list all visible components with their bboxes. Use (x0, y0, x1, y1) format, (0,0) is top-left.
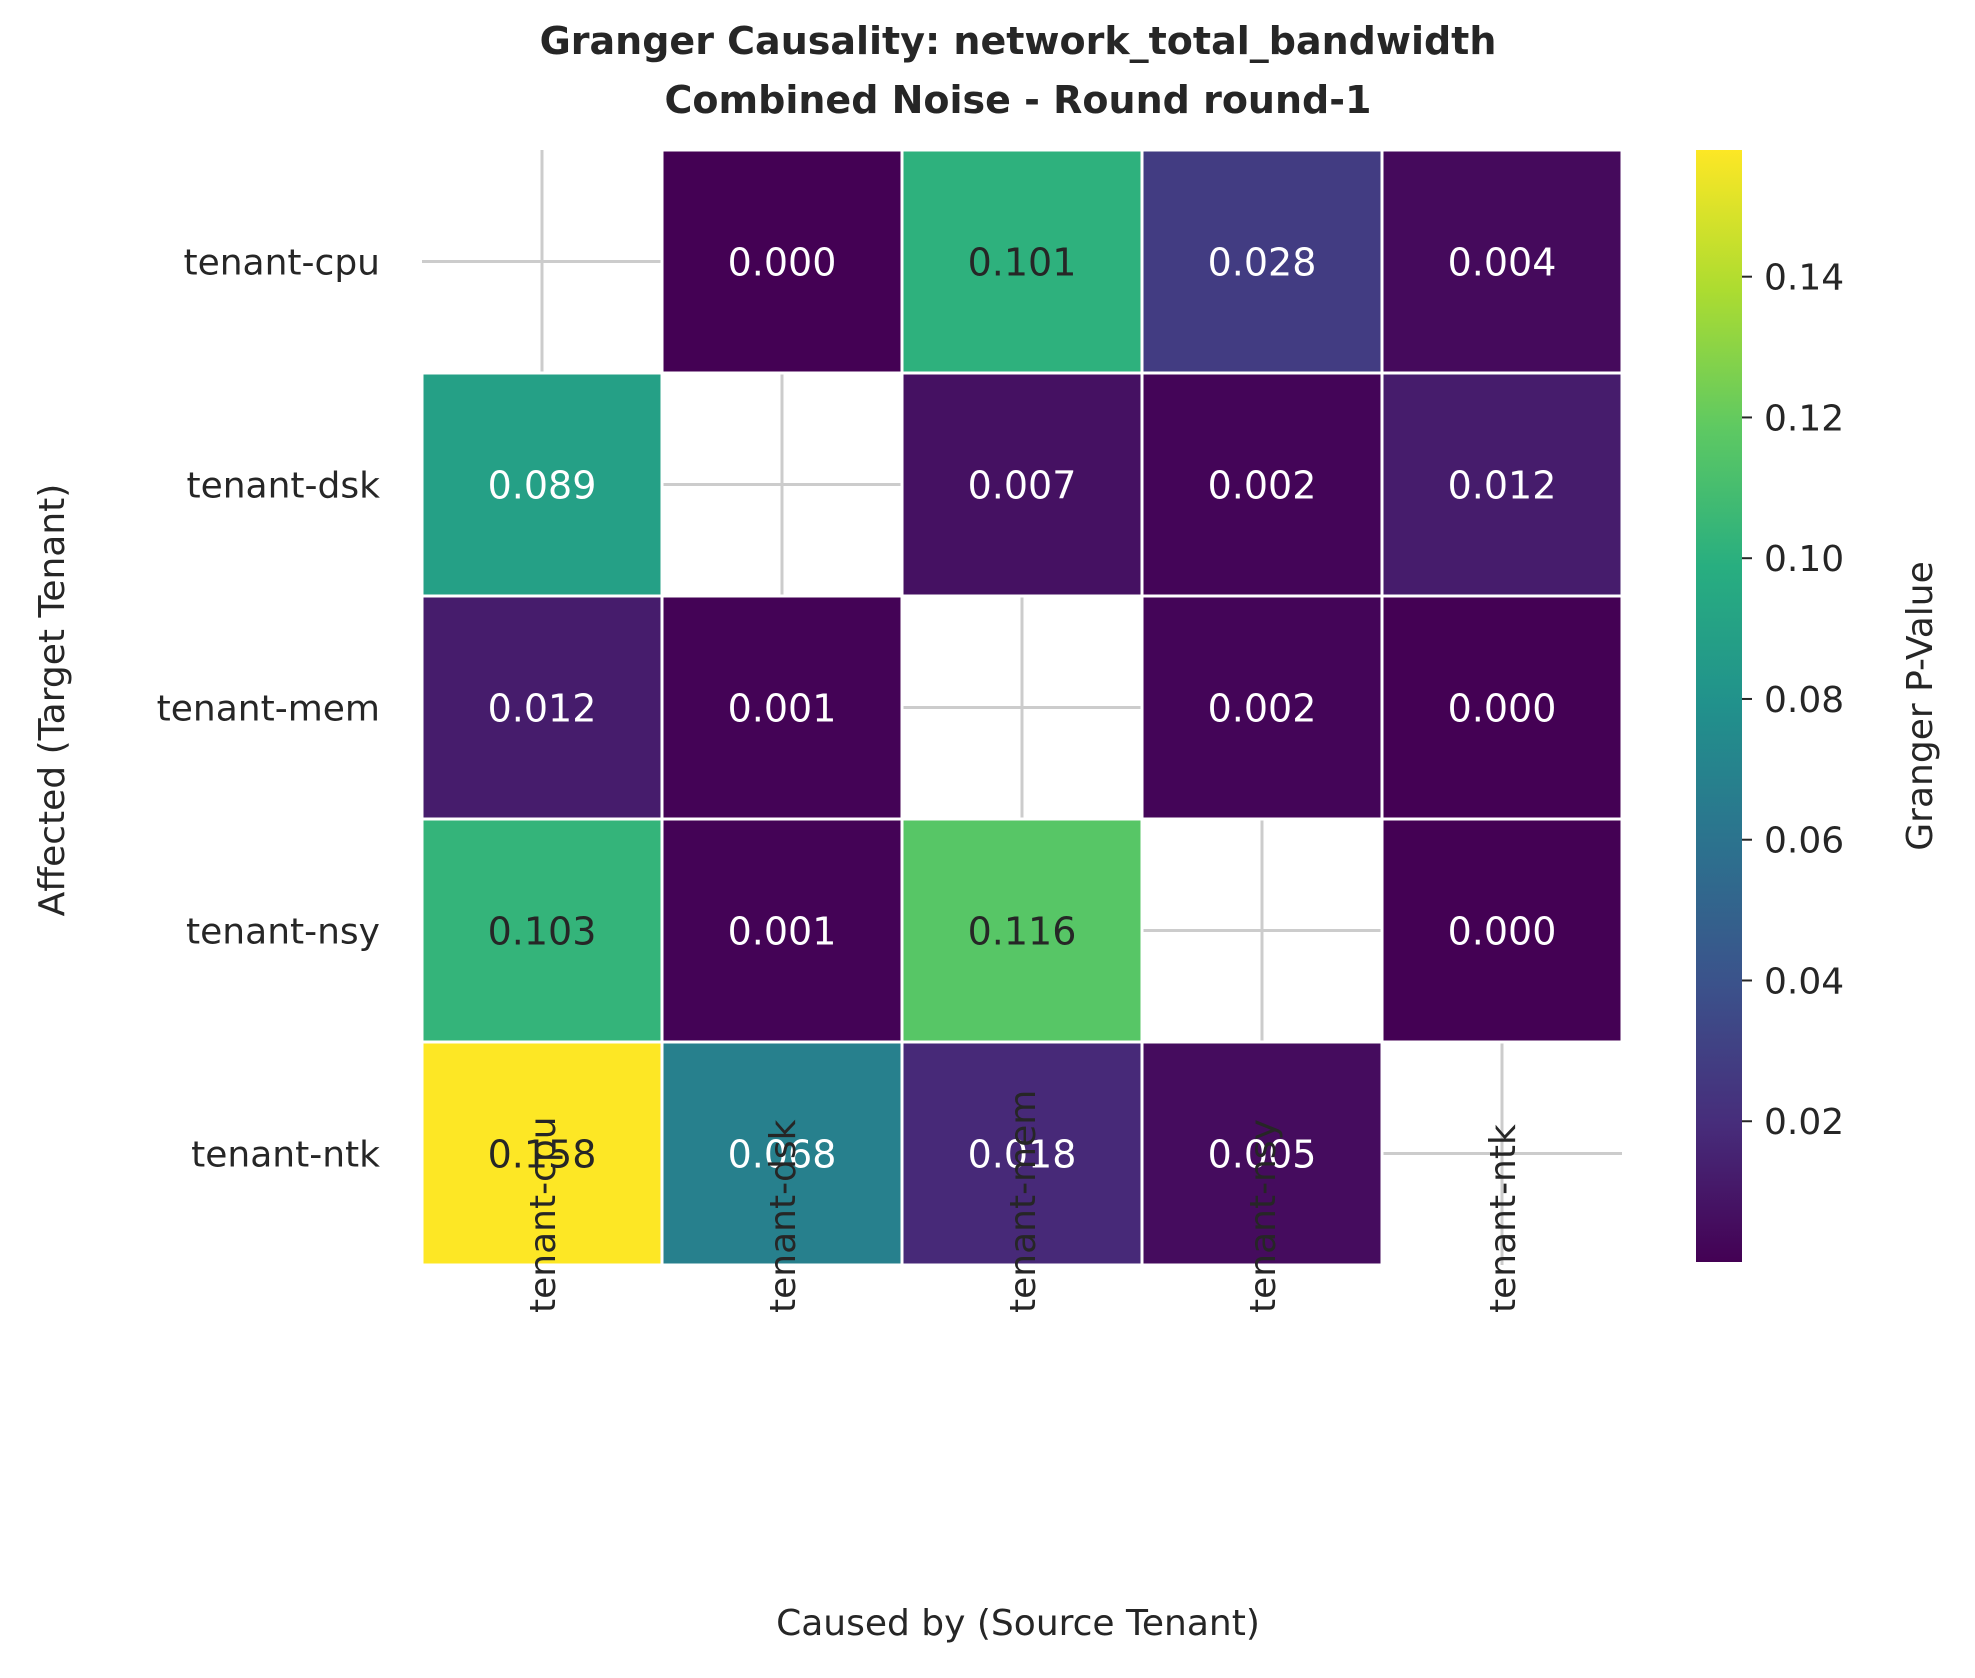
colorbar-tick-label: 0.02 (1764, 1102, 1844, 1143)
y-tick-label: tenant-cpu (183, 243, 380, 284)
heatmap-cell (660, 1040, 904, 1267)
heatmap-cell (1140, 594, 1384, 821)
cell-value-label: 0.001 (728, 687, 837, 731)
heatmap-cell (1380, 371, 1624, 598)
colorbar (1696, 150, 1742, 1262)
cell-value-label: 0.068 (728, 1133, 837, 1177)
y-tick-label: tenant-dsk (186, 466, 380, 507)
y-axis-label: Affected (Target Tenant) (32, 484, 73, 917)
colorbar-ticks: 0.02 0.04 0.06 0.08 0.10 0.12 0.14 (1742, 258, 1844, 1143)
cell-value-label: 0.028 (1208, 241, 1317, 285)
heatmap-cell (420, 817, 664, 1044)
colorbar-label: Granger P-Value (1900, 561, 1941, 850)
x-tick-label: tenant-mem (1003, 1090, 1044, 1313)
x-tick-label: tenant-cpu (523, 1116, 564, 1313)
x-tick-label: tenant-ntk (1483, 1124, 1524, 1313)
cell-value-label: 0.101 (968, 241, 1077, 285)
heatmap-cell (900, 148, 1144, 375)
cell-value-label: 0.002 (1208, 464, 1317, 508)
heatmap-cell (1380, 817, 1624, 1044)
chart-title: Granger Causality: network_total_bandwid… (540, 19, 1497, 63)
x-tick-label: tenant-nsy (1243, 1119, 1284, 1313)
heatmap-cell (900, 817, 1144, 1044)
heatmap-cell (1140, 371, 1384, 598)
heatmap-cell (420, 594, 664, 821)
colorbar-tick-label: 0.04 (1764, 961, 1844, 1002)
cell-value-label: 0.018 (968, 1133, 1077, 1177)
cell-value-label: 0.103 (488, 910, 597, 954)
x-tick-label: tenant-dsk (763, 1119, 804, 1313)
cell-value-label: 0.000 (1448, 687, 1557, 731)
x-tick-labels: tenant-cpu tenant-dsk tenant-mem tenant-nsy… (523, 1090, 1524, 1313)
heatmap-cell (420, 1040, 664, 1267)
heatmap-cell (1140, 1040, 1384, 1267)
heatmap-cell (900, 371, 1144, 598)
cell-value-label: 0.012 (488, 687, 597, 731)
y-tick-label: tenant-nsy (186, 912, 380, 953)
colorbar-tick-label: 0.14 (1764, 258, 1844, 299)
cell-value-label: 0.001 (728, 910, 837, 954)
colorbar-tick-label: 0.06 (1764, 821, 1844, 862)
heatmap-cell (1380, 148, 1624, 375)
cell-value-label: 0.007 (968, 464, 1077, 508)
colorbar-tick-label: 0.08 (1764, 680, 1844, 721)
y-tick-label: tenant-ntk (191, 1135, 380, 1176)
colorbar-tick-label: 0.12 (1764, 398, 1844, 439)
cell-value-label: 0.004 (1448, 241, 1557, 285)
y-tick-label: tenant-mem (157, 689, 380, 730)
colorbar-tick-label: 0.10 (1764, 539, 1844, 580)
heatmap-cell (660, 594, 904, 821)
cell-value-label: 0.158 (488, 1133, 597, 1177)
heatmap-cell (420, 371, 664, 598)
cell-value-label: 0.002 (1208, 687, 1317, 731)
cell-value-label: 0.116 (968, 910, 1077, 954)
x-axis-label: Caused by (Source Tenant) (776, 1603, 1260, 1644)
heatmap-cells: 0.000 0.101 0.028 0.004 0.089 0.007 0.002 0.012… (420, 148, 1624, 1267)
cell-value-label: 0.000 (1448, 910, 1557, 954)
cell-value-label: 0.000 (728, 241, 837, 285)
cell-value-label: 0.005 (1208, 1133, 1317, 1177)
y-tick-labels: tenant-cpu tenant-dsk tenant-mem tenant-nsy… (157, 243, 381, 1176)
heatmap-cell (900, 1040, 1144, 1267)
chart-subtitle: Combined Noise - Round round-1 (665, 78, 1372, 122)
cell-value-label: 0.012 (1448, 464, 1557, 508)
cell-value-label: 0.089 (488, 464, 597, 508)
